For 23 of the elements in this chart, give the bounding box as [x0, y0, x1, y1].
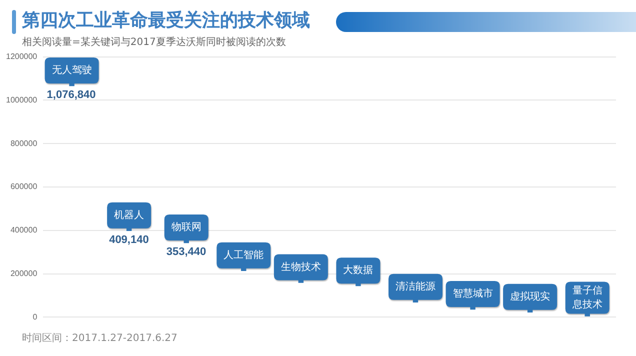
y-tick-label: 400000 [10, 226, 38, 235]
x-tick-label: 量子信息技术 [571, 284, 602, 310]
y-tick-label: 1000000 [6, 95, 38, 104]
x-tick-label: 虚拟现实 [510, 290, 550, 302]
y-tick-label: 200000 [10, 269, 38, 278]
y-tick-label: 800000 [10, 138, 38, 148]
x-tick-label: 清洁能源 [396, 280, 436, 292]
x-tick-label: 大数据 [343, 264, 374, 276]
y-tick-label: 600000 [10, 182, 38, 192]
data-label: 409,140 [109, 234, 149, 246]
x-tick-label: 人工智能 [224, 248, 264, 261]
x-tick-label: 机器人 [114, 209, 144, 222]
chart-title: 第四次工业革命最受关注的技术领域 [22, 9, 310, 32]
x-tick-label: 无人驾驶 [52, 64, 92, 76]
chart-subtitle: 相关阅读量=某关键词与2017夏季达沃斯同时被阅读的次数 [22, 36, 286, 49]
text: 时间区间：2017.1.27-2017.6.27 [22, 332, 178, 345]
x-tick-label: 生物技术 [280, 260, 321, 273]
data-label: 1,076,840 [46, 89, 96, 102]
x-tick-label: 智慧城市 [452, 288, 493, 300]
y-tick-label: 1200000 [6, 52, 38, 62]
y-tick-label: 0 [32, 312, 38, 322]
data-label: 353,440 [166, 246, 206, 258]
x-tick-label: 物联网 [171, 221, 202, 234]
